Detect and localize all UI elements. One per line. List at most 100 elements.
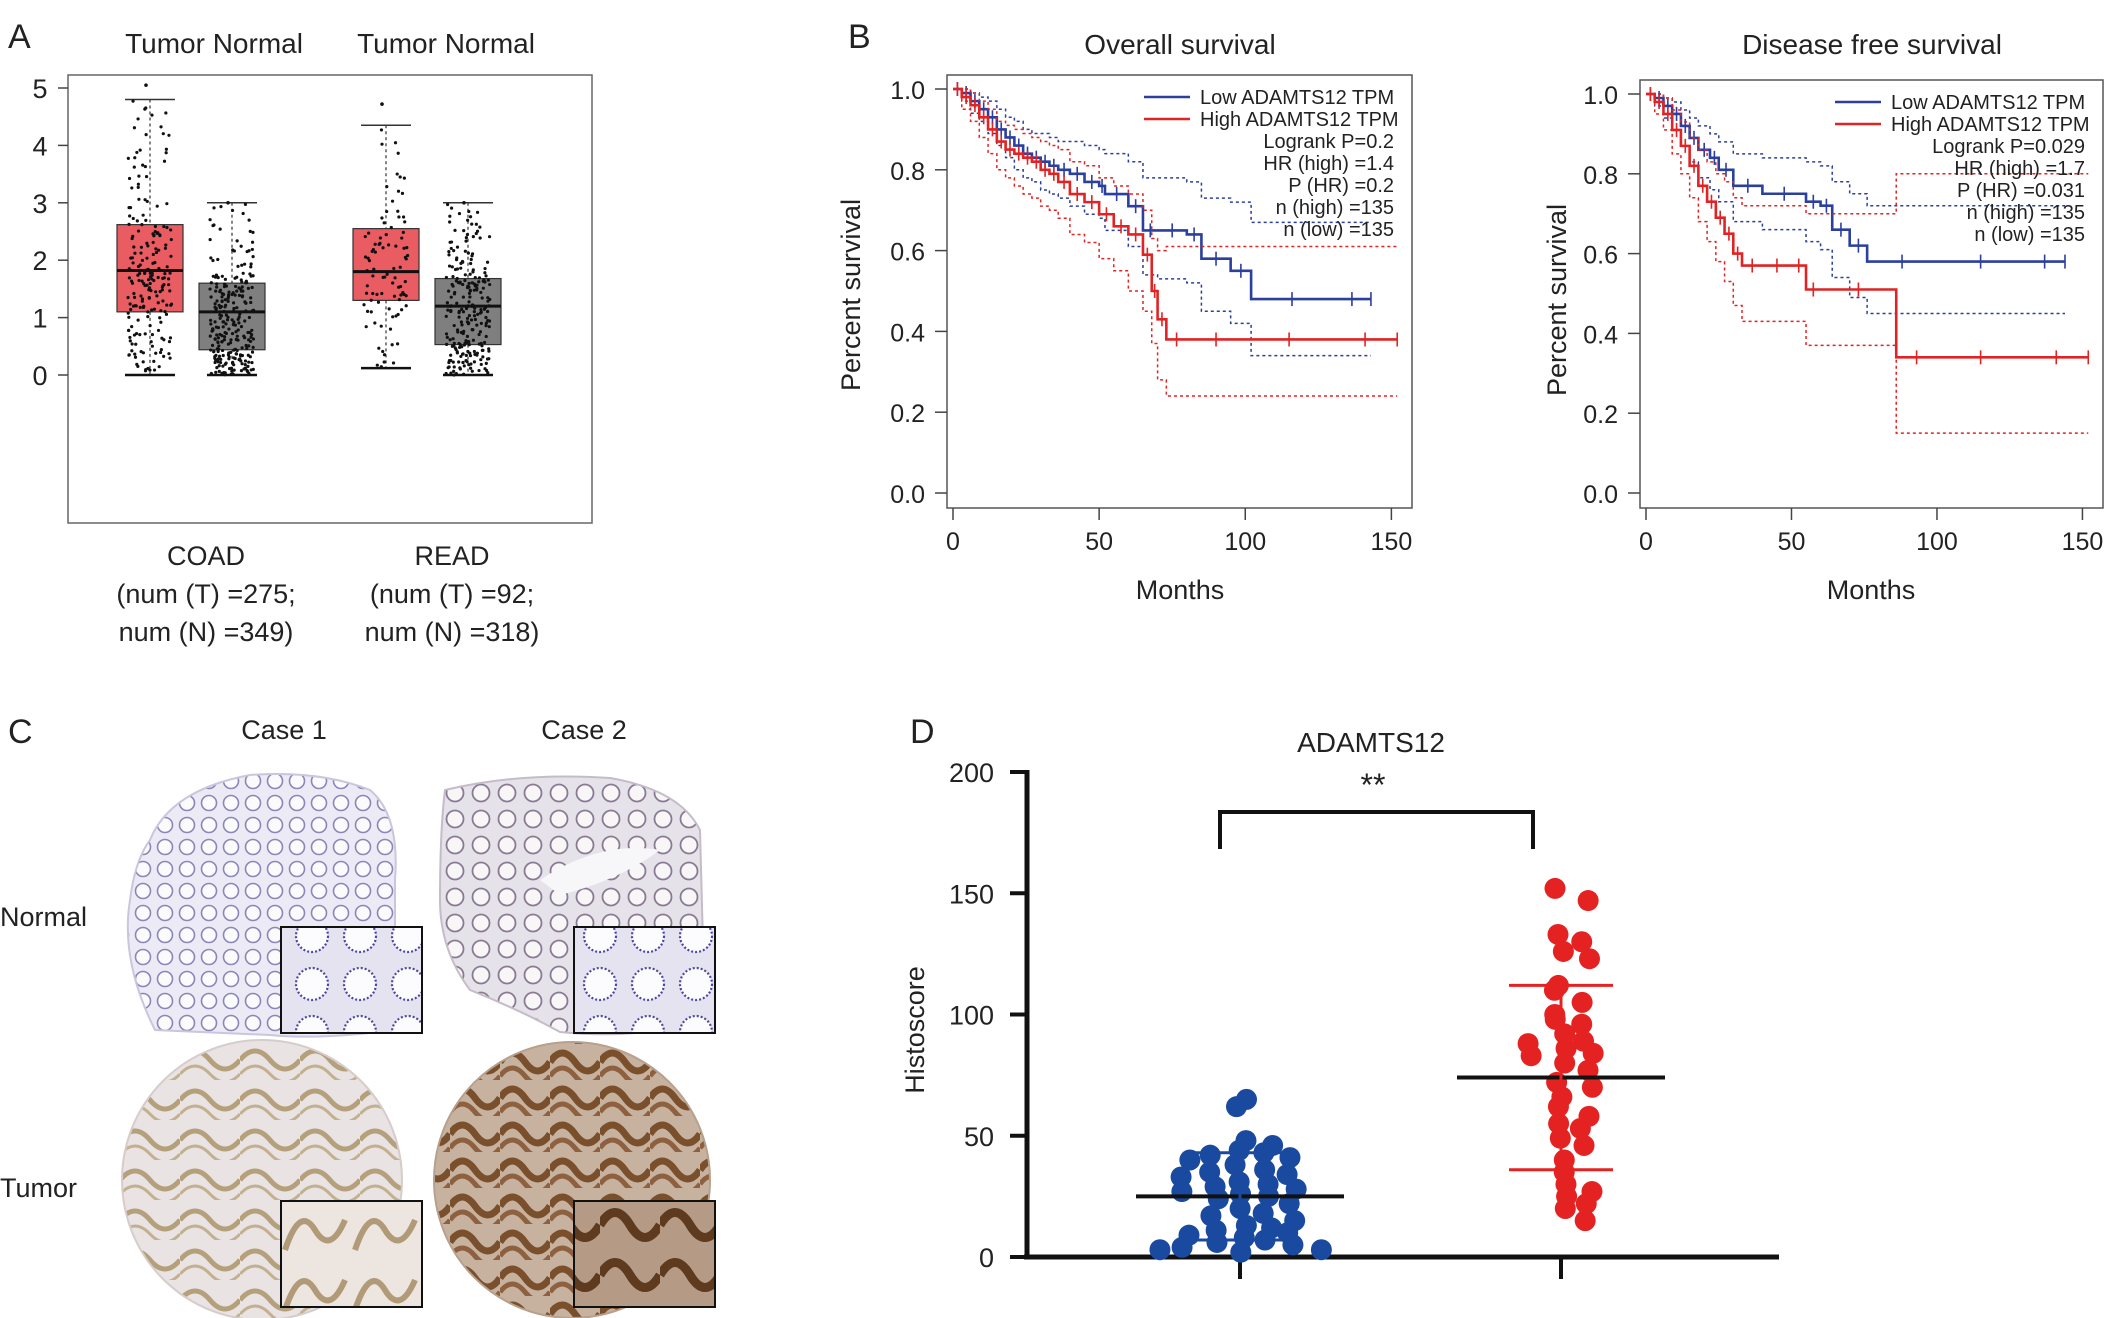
data-point (232, 249, 236, 253)
data-point (387, 307, 391, 311)
data-point (372, 267, 376, 271)
data-point (162, 159, 167, 163)
y-tick-label: 0.6 (890, 239, 925, 267)
scatter-point (1577, 890, 1599, 912)
data-point (486, 296, 490, 300)
data-point (390, 199, 395, 203)
data-point (150, 113, 154, 117)
data-point (211, 328, 215, 332)
data-point (398, 175, 402, 179)
data-point (224, 313, 228, 317)
y-tick-label: 0.0 (890, 481, 925, 509)
data-point (247, 249, 251, 253)
km-stat: n (high) =135 (1967, 202, 2085, 224)
data-point (477, 280, 481, 284)
data-point (484, 334, 488, 339)
scatter-point (1207, 1188, 1229, 1210)
data-point (467, 314, 472, 318)
data-point (399, 293, 403, 297)
km-stat: Logrank P=0.029 (1932, 136, 2085, 158)
data-point (138, 333, 142, 337)
zoom-inset-tumor-1 (280, 1200, 423, 1308)
scatter-point (1520, 1045, 1542, 1067)
data-point (391, 361, 396, 365)
panel-d-scatter: ADAMTS12 Histoscore ** 0 50 100 150 200 (900, 727, 1779, 1279)
data-point (467, 291, 472, 295)
data-point (487, 235, 492, 239)
data-point (169, 237, 173, 242)
data-point (154, 250, 159, 255)
data-point (157, 365, 161, 369)
data-point (485, 260, 490, 264)
data-point (136, 264, 141, 269)
data-point (364, 291, 369, 295)
y-tick-label: 0.8 (1583, 162, 1618, 190)
panel-c-ihc: Case 1 Case 2 Normal Tumor (0, 715, 716, 1318)
scatter-point (1581, 1076, 1603, 1098)
scatter-point (1582, 1042, 1604, 1064)
data-point (127, 353, 131, 357)
data-point (126, 295, 130, 300)
data-point (447, 250, 451, 254)
data-point (449, 353, 453, 357)
data-point (235, 306, 239, 310)
data-point (468, 289, 473, 293)
data-point (225, 318, 230, 322)
data-point (455, 301, 459, 305)
data-point (461, 352, 465, 356)
data-point (221, 364, 225, 368)
data-point (131, 261, 135, 265)
km-stat: n (low) =135 (1283, 219, 1394, 241)
data-point (244, 343, 248, 348)
data-point (220, 295, 224, 299)
data-point (126, 156, 130, 160)
data-point (365, 284, 369, 288)
data-point (483, 367, 487, 371)
data-point (133, 352, 137, 356)
data-point (479, 290, 483, 295)
km-stat: n (low) =135 (1974, 224, 2085, 246)
data-point (138, 148, 142, 152)
scatter-point (1554, 1198, 1576, 1219)
data-point (397, 215, 401, 219)
data-point (158, 316, 162, 320)
row-label-tumor: Tumor (0, 1173, 77, 1203)
data-point (477, 368, 481, 373)
data-point (250, 240, 255, 244)
data-point (127, 328, 131, 333)
data-point (470, 222, 474, 226)
data-point (463, 249, 467, 253)
data-point (157, 248, 161, 252)
scatter-point (1554, 1052, 1576, 1074)
panel-a-boxplot: Tumor Normal Tumor Normal 0 1 2 3 4 5 COAD (n… (32, 28, 593, 647)
legend-label: High ADAMTS12 TPM (1891, 114, 2090, 136)
data-point (132, 165, 136, 169)
data-point (233, 284, 238, 288)
scatter-point (1149, 1239, 1171, 1261)
data-point (247, 218, 251, 222)
data-point (150, 332, 154, 337)
data-point (128, 302, 132, 306)
data-point (215, 275, 220, 279)
data-point (249, 262, 253, 266)
data-point (373, 321, 377, 325)
data-point (148, 323, 152, 328)
data-point (140, 279, 144, 283)
data-point (249, 300, 253, 305)
data-point (220, 348, 225, 353)
data-point (465, 360, 469, 364)
km-stat: HR (high) =1.4 (1263, 153, 1394, 175)
data-point (234, 352, 238, 356)
data-point (384, 233, 388, 237)
data-point (248, 330, 252, 335)
data-point (400, 236, 404, 240)
y-tick-label: 2 (32, 246, 47, 276)
row-label-normal: Normal (0, 902, 87, 932)
data-point (167, 133, 171, 137)
data-point (444, 314, 448, 318)
data-point (128, 335, 132, 340)
data-point (126, 311, 130, 315)
data-point (477, 276, 482, 280)
data-point (380, 291, 384, 296)
data-point (133, 355, 138, 359)
